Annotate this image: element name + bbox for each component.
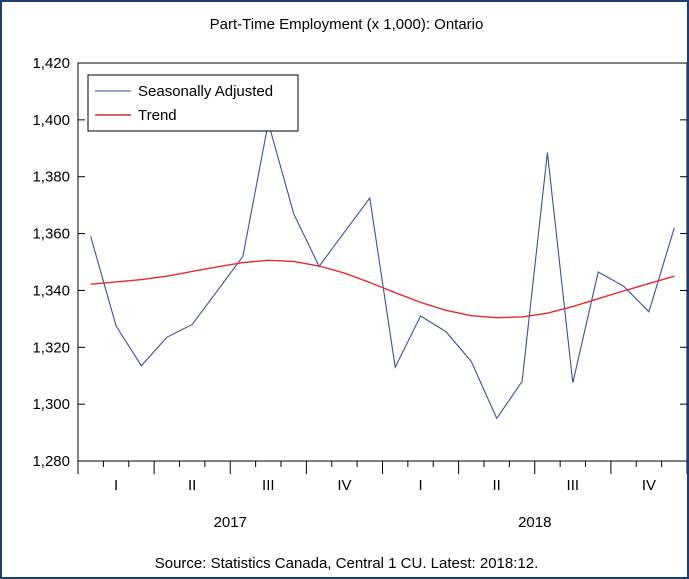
y-tick-label: 1,400 xyxy=(32,112,70,129)
x-quarter-label: III xyxy=(262,477,275,494)
x-quarter-label: I xyxy=(418,477,422,494)
legend-label: Seasonally Adjusted xyxy=(138,83,273,100)
legend-label: Trend xyxy=(138,107,177,124)
x-quarter-label: II xyxy=(493,477,501,494)
source-note: Source: Statistics Canada, Central 1 CU.… xyxy=(154,555,539,572)
y-tick-label: 1,420 xyxy=(32,55,70,72)
y-tick-label: 1,320 xyxy=(32,339,70,356)
x-quarter-label: IV xyxy=(642,477,656,494)
x-quarter-label: II xyxy=(188,477,196,494)
y-tick-label: 1,280 xyxy=(32,453,70,470)
y-tick-label: 1,340 xyxy=(32,282,70,299)
y-tick-label: 1,380 xyxy=(32,169,70,186)
legend-box xyxy=(87,74,299,132)
x-year-label: 2018 xyxy=(518,514,551,531)
x-quarter-label: IV xyxy=(337,477,351,494)
chart-title: Part-Time Employment (x 1,000): Ontario xyxy=(209,16,484,33)
y-tick-label: 1,360 xyxy=(32,226,70,243)
x-year-label: 2017 xyxy=(214,514,247,531)
x-quarter-label: III xyxy=(567,477,580,494)
series-line-trend xyxy=(90,259,675,319)
x-quarter-label: I xyxy=(114,477,118,494)
series-line-seasonally-adjusted xyxy=(90,122,675,420)
y-tick-label: 1,300 xyxy=(32,396,70,413)
